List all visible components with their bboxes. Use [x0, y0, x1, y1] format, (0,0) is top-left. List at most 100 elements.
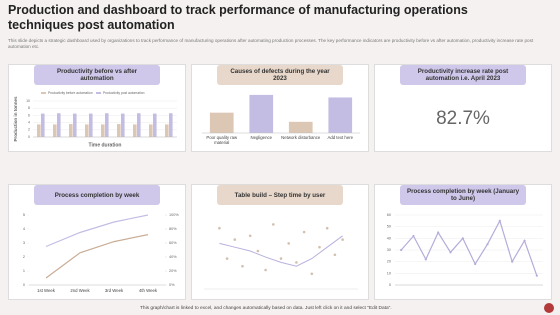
- y-tick-label: 1: [23, 269, 25, 273]
- y-tick-label: 2: [28, 128, 30, 132]
- chart: 0 1 2 3 4 5 0% 20% 40% 60% 80% 100%: [23, 213, 179, 287]
- point: [256, 249, 260, 253]
- point: [264, 268, 267, 272]
- page-subtitle: This slide depicts a strategic dashboard…: [8, 38, 534, 49]
- x-tick-label: 1st Week: [37, 288, 55, 293]
- bar: [89, 113, 93, 137]
- x-tick-label: 3rd Week: [104, 288, 124, 293]
- footer-icon: [544, 303, 554, 313]
- y-tick-label: 10: [26, 99, 30, 103]
- point: [302, 230, 306, 234]
- y-tick-label: 40: [387, 236, 391, 240]
- point: [295, 261, 298, 264]
- point: [272, 223, 275, 226]
- bar: [117, 124, 121, 137]
- y-tick-label: 3: [23, 241, 25, 245]
- chart-panel: Process completion by week (January to J…: [374, 184, 552, 300]
- point: [310, 272, 314, 276]
- series-line: [400, 219, 538, 276]
- legend-swatch: [96, 92, 101, 94]
- point: [248, 234, 252, 238]
- legend-label: Productivity before automation: [48, 91, 93, 95]
- series-line: [45, 214, 149, 248]
- point: [461, 237, 464, 240]
- y2-tick-label: 80%: [169, 227, 177, 231]
- x-axis-title: Time duration: [89, 142, 122, 148]
- chart: 0 10 20 30 40 50 60: [387, 213, 543, 287]
- chart-panel: Table build – Step time by user: [191, 184, 369, 300]
- point: [241, 264, 244, 268]
- bar: [137, 113, 141, 137]
- x-tick-label: Network disturbance: [281, 135, 321, 140]
- point: [325, 226, 329, 230]
- bar: [121, 113, 125, 137]
- point: [486, 243, 489, 246]
- panel-title: Process completion by week: [34, 185, 160, 205]
- y-tick-label: 4: [28, 121, 30, 125]
- x-tick-label: Negligence: [250, 135, 273, 140]
- bar: [105, 113, 109, 137]
- point: [523, 239, 526, 242]
- panel-title: Productivity before vs after automation: [34, 65, 160, 85]
- point: [400, 248, 403, 252]
- point: [287, 242, 290, 245]
- y-tick-label: 6: [28, 113, 30, 117]
- chart: 0 2 4 6 8 10 Productivity before automation Pro…: [13, 91, 177, 148]
- y2-tick-label: 100%: [169, 213, 179, 217]
- chart-panel: Productivity before vs after automation 0…: [8, 64, 186, 152]
- bar: [328, 97, 353, 133]
- bar: [57, 113, 61, 137]
- panel-title: Table build – Step time by user: [217, 185, 343, 205]
- chart: [204, 223, 358, 290]
- bar: [41, 113, 45, 137]
- y-tick-label: 60: [387, 213, 391, 217]
- point: [333, 253, 337, 257]
- panel-title: Causes of defects during the year 2023: [217, 65, 343, 85]
- bar: [149, 124, 153, 137]
- bar: [249, 94, 274, 133]
- x-tick-label: 4th Week: [138, 288, 158, 293]
- y-tick-label: 5: [23, 213, 25, 217]
- y2-tick-label: 20%: [169, 269, 177, 273]
- y2-tick-label: 0%: [169, 283, 175, 287]
- point: [412, 234, 415, 238]
- y-tick-label: 0: [28, 135, 30, 139]
- bar: [165, 124, 169, 137]
- x-tick-label: 2nd Week: [70, 288, 90, 293]
- chart-panel: Process completion by week 0 1 2 3 4 5 0% 20% 40%…: [8, 184, 186, 300]
- bar: [169, 113, 173, 137]
- chart-panel: Productivity increase rate post automati…: [374, 64, 552, 152]
- series-line: [45, 234, 149, 279]
- trend-line: [219, 235, 343, 267]
- kpi-value: 82.7%: [436, 108, 490, 129]
- bar: [288, 121, 313, 133]
- point: [498, 219, 501, 222]
- point: [341, 238, 344, 241]
- point: [318, 245, 321, 249]
- point: [535, 274, 538, 277]
- page-title: Production and dashboard to track perfor…: [8, 3, 468, 32]
- x-tick-label: Poor quality raw material: [206, 135, 238, 145]
- y2-tick-label: 60%: [169, 241, 177, 245]
- panel-title: Process completion by week (January to J…: [400, 185, 526, 205]
- y-tick-label: 10: [387, 271, 391, 275]
- y-tick-label: 8: [28, 106, 30, 110]
- y-tick-label: 0: [389, 283, 391, 287]
- point: [449, 251, 452, 254]
- y-tick-label: 0: [23, 283, 25, 287]
- y-tick-label: 2: [23, 255, 25, 259]
- legend-label: Productivity post automation: [103, 91, 145, 95]
- point: [437, 231, 440, 234]
- bar: [73, 113, 77, 137]
- bar: [133, 124, 137, 137]
- y-tick-label: 50: [387, 225, 391, 229]
- panel-title: Productivity increase rate post automati…: [400, 65, 526, 85]
- bar: [37, 124, 41, 137]
- y2-tick-label: 40%: [169, 255, 177, 259]
- point: [233, 238, 237, 241]
- bar: [69, 124, 73, 137]
- bar: [153, 113, 157, 137]
- y-tick-label: 4: [23, 227, 25, 231]
- y-tick-label: 30: [387, 248, 391, 252]
